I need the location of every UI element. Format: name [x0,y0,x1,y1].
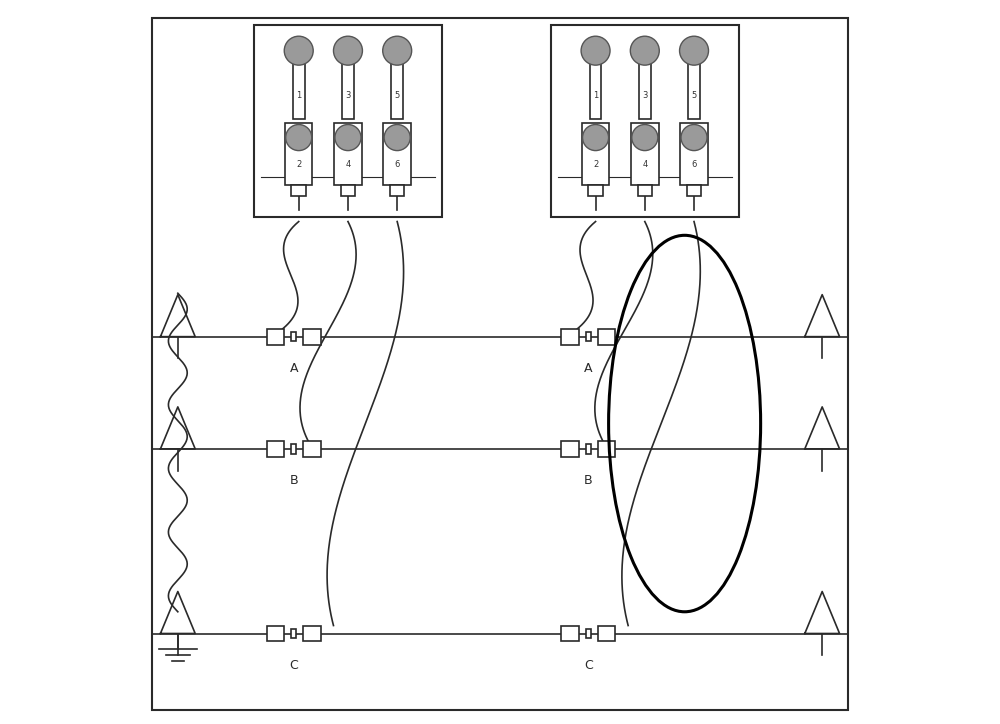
Bar [303,329,321,345]
Text: 5: 5 [395,91,400,100]
Bar [582,123,609,185]
Circle shape [630,36,659,65]
Bar [303,626,321,641]
Bar [291,185,306,196]
Text: 6: 6 [691,161,697,169]
Text: C: C [289,659,298,672]
Circle shape [583,125,609,151]
Circle shape [384,125,410,151]
Bar [390,185,404,196]
Bar [561,329,579,345]
Text: 5: 5 [691,91,697,100]
Bar [254,25,442,217]
Bar [285,123,312,185]
Bar [680,123,708,185]
Text: 2: 2 [296,161,301,169]
Text: 6: 6 [395,161,400,169]
Bar [383,123,411,185]
Bar [687,185,701,196]
Text: 1: 1 [593,91,598,100]
Text: A: A [289,362,298,375]
Bar [639,56,651,119]
Bar [391,56,403,119]
Bar [303,441,321,457]
Text: 4: 4 [345,161,351,169]
Bar [561,441,579,457]
Bar [341,185,355,196]
Text: B: B [584,474,593,487]
Circle shape [335,125,361,151]
Text: B: B [289,474,298,487]
Bar [342,56,354,119]
Text: 1: 1 [296,91,301,100]
Bar [551,25,739,217]
Bar [638,185,652,196]
Bar [590,56,601,119]
Bar [267,441,284,457]
Bar [598,626,615,641]
Circle shape [581,36,610,65]
Circle shape [284,36,313,65]
Bar [561,626,579,641]
Text: 2: 2 [593,161,598,169]
Bar [334,123,362,185]
Bar [588,185,603,196]
Bar [586,444,591,454]
Bar [291,332,296,342]
Bar [631,123,659,185]
Text: 3: 3 [345,91,351,100]
Text: 3: 3 [642,91,647,100]
Circle shape [383,36,412,65]
Circle shape [680,36,709,65]
Circle shape [632,125,658,151]
Bar [586,332,591,342]
Bar [598,329,615,345]
Circle shape [333,36,362,65]
Bar [293,56,305,119]
Text: 4: 4 [642,161,647,169]
Bar [267,329,284,345]
Text: C: C [584,659,593,672]
Bar [291,444,296,454]
Bar [586,628,591,639]
Bar [291,628,296,639]
Text: A: A [584,362,593,375]
Circle shape [681,125,707,151]
Bar [267,626,284,641]
Bar [688,56,700,119]
Circle shape [286,125,312,151]
Bar [598,441,615,457]
